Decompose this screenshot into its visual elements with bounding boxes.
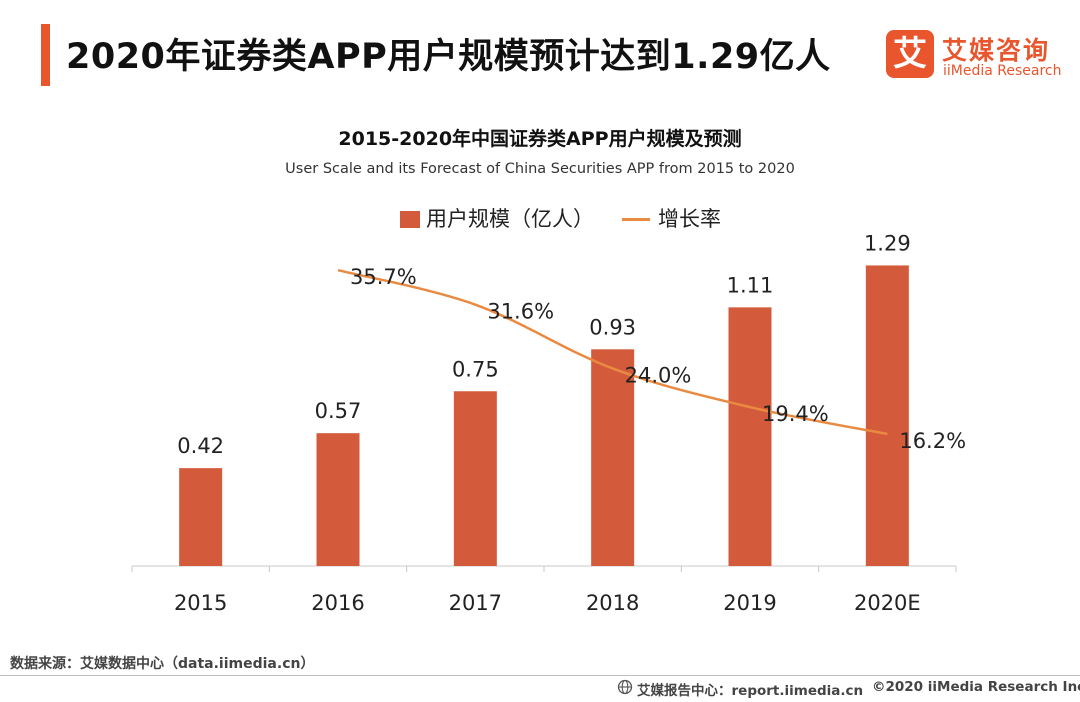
title-accent-bar (41, 24, 50, 86)
report-center-link[interactable]: 艾媒报告中心：report.iimedia.cn (637, 683, 864, 699)
bar-value-label: 0.93 (589, 315, 636, 339)
growth-rate-label: 31.6% (487, 300, 554, 324)
x-tick-label: 2016 (311, 591, 364, 615)
bar (453, 391, 497, 566)
bar-value-label: 0.57 (315, 399, 362, 423)
legend-bar-label: 用户规模（亿人） (426, 207, 594, 231)
legend-line-swatch (622, 218, 650, 221)
x-tick-label: 2019 (723, 591, 776, 615)
growth-rate-label: 35.7% (350, 265, 417, 289)
legend-bar-swatch (400, 211, 420, 228)
chart-subtitle: User Scale and its Forecast of China Sec… (285, 161, 795, 177)
bar (865, 265, 909, 566)
logo-chinese-name: 艾媒咨询 (942, 36, 1051, 65)
x-tick-label: 2015 (174, 591, 227, 615)
growth-rate-label: 19.4% (762, 402, 829, 426)
bar-value-label: 1.11 (727, 273, 774, 297)
bar-line-chart: 0.42 2015 0.57 2016 0.75 2017 0.93 2018 1.11 2019… (131, 231, 966, 615)
footer-divider (0, 675, 1080, 676)
chart-title: 2015-2020年中国证券类APP用户规模及预测 (338, 128, 742, 150)
bar (179, 468, 223, 566)
bar-value-label: 1.29 (864, 231, 911, 255)
data-source-note: 数据来源：艾媒数据中心（data.iimedia.cn） (10, 656, 315, 672)
chart-legend: 用户规模（亿人） 增长率 (400, 203, 800, 233)
logo-mark-icon: 艾 (886, 30, 934, 78)
iimedia-logo[interactable]: 艾 艾媒咨询 iiMedia Research (886, 30, 1066, 82)
bar (591, 349, 635, 566)
copyright-text: ©2020 iiMedia Research Inc (872, 679, 1080, 695)
growth-rate-line (337, 268, 888, 436)
globe-icon (617, 679, 633, 695)
bar-value-label: 0.42 (177, 434, 224, 458)
legend-line-label: 增长率 (658, 207, 721, 231)
growth-rate-label: 24.0% (625, 363, 692, 387)
growth-rate-label: 16.2% (899, 429, 966, 453)
bar (728, 307, 772, 566)
x-tick-label: 2020E (854, 591, 921, 615)
logo-english-name: iiMedia Research (943, 63, 1062, 79)
bar-value-label: 0.75 (452, 357, 499, 381)
x-tick-label: 2017 (449, 591, 502, 615)
x-tick-label: 2018 (586, 591, 639, 615)
page-title: 2020年证券类APP用户规模预计达到1.29亿人 (66, 37, 831, 77)
bar (316, 433, 360, 566)
